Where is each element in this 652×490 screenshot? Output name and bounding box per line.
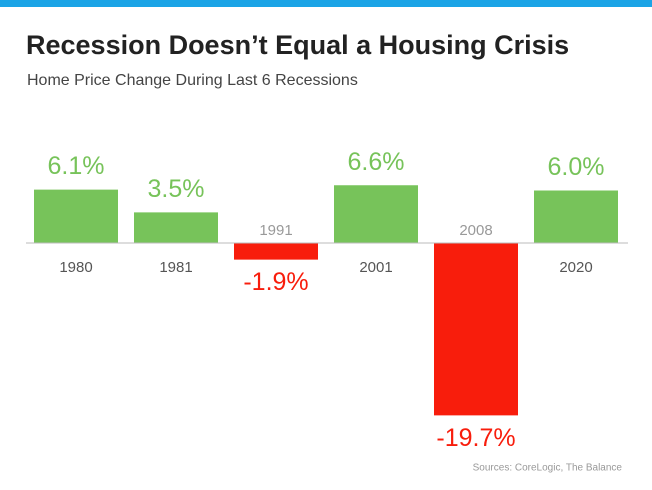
source: Sources: CoreLogic, The Balance	[473, 463, 623, 474]
value-label: 3.5%	[148, 175, 205, 203]
value-label: -19.7%	[436, 424, 515, 452]
top-stripe	[0, 0, 652, 7]
chart-subtitle: Home Price Change During Last 6 Recessio…	[27, 72, 358, 89]
bar	[134, 212, 218, 243]
x-tick-label: 2008	[459, 222, 492, 239]
bar	[234, 243, 318, 260]
chart-title: Recession Doesn’t Equal a Housing Crisis	[26, 30, 569, 60]
value-label: -1.9%	[243, 268, 308, 296]
bar	[34, 189, 118, 243]
x-tick-label: 2020	[559, 259, 592, 276]
bar	[534, 190, 618, 243]
value-label: 6.6%	[348, 148, 405, 176]
x-tick-label: 1980	[59, 259, 92, 276]
bar	[434, 243, 518, 416]
value-label: 6.0%	[548, 153, 605, 181]
value-label: 6.1%	[48, 152, 105, 180]
x-tick-label: 1991	[259, 222, 292, 239]
bar	[334, 185, 418, 243]
x-tick-label: 2001	[359, 259, 392, 276]
x-tick-label: 1981	[159, 259, 192, 276]
